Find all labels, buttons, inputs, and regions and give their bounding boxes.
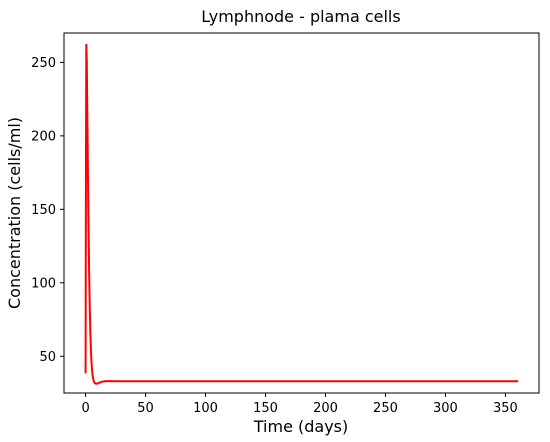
y-tick-label: 200 bbox=[31, 129, 56, 144]
y-tick-label: 250 bbox=[31, 56, 56, 71]
x-axis-ticks: 0 50 100 150 200 250 300 350 bbox=[81, 393, 518, 416]
y-tick-label: 150 bbox=[31, 203, 56, 218]
x-tick-label: 200 bbox=[313, 401, 338, 416]
x-tick-label: 0 bbox=[81, 401, 89, 416]
x-tick-label: 100 bbox=[193, 401, 218, 416]
x-tick-label: 150 bbox=[253, 401, 278, 416]
series-layer bbox=[84, 43, 519, 385]
y-axis-label: Concentration (cells/ml) bbox=[5, 117, 24, 309]
x-tick-label: 50 bbox=[137, 401, 154, 416]
chart-title: Lymphnode - plama cells bbox=[201, 7, 400, 26]
plot-area bbox=[63, 32, 540, 394]
y-axis-ticks: 50 100 150 200 250 bbox=[31, 56, 64, 365]
x-tick-label: 350 bbox=[493, 401, 518, 416]
y-tick-label: 50 bbox=[39, 350, 56, 365]
x-axis-label: Time (days) bbox=[253, 417, 349, 436]
series-line bbox=[84, 43, 519, 385]
x-tick-label: 250 bbox=[373, 401, 398, 416]
y-tick-label: 100 bbox=[31, 276, 56, 291]
x-tick-label: 300 bbox=[433, 401, 458, 416]
